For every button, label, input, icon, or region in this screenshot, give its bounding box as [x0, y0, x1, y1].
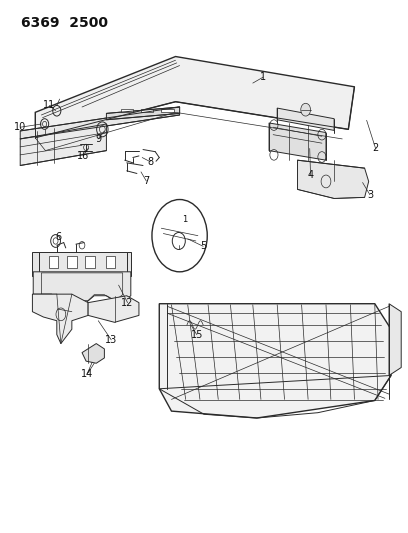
Polygon shape [277, 108, 334, 131]
Text: 4: 4 [308, 170, 314, 180]
Text: 10: 10 [14, 122, 27, 132]
Polygon shape [85, 256, 95, 268]
Text: 6369  2500: 6369 2500 [21, 15, 108, 29]
Polygon shape [159, 304, 391, 418]
Polygon shape [269, 123, 326, 160]
Polygon shape [49, 256, 58, 268]
Text: 11: 11 [43, 100, 55, 110]
Polygon shape [389, 304, 401, 375]
Polygon shape [106, 256, 115, 268]
Text: 7: 7 [143, 176, 149, 186]
Text: 14: 14 [81, 369, 93, 379]
Text: 1: 1 [182, 215, 188, 224]
Text: 6: 6 [55, 232, 62, 242]
Text: 16: 16 [77, 151, 89, 161]
Text: 5: 5 [200, 241, 206, 251]
Polygon shape [35, 56, 355, 138]
Polygon shape [161, 109, 173, 112]
Polygon shape [20, 107, 180, 139]
Polygon shape [88, 296, 139, 322]
Text: 15: 15 [191, 329, 203, 340]
Polygon shape [32, 252, 131, 276]
Polygon shape [33, 272, 131, 304]
Polygon shape [121, 109, 133, 112]
Text: 1: 1 [260, 72, 266, 82]
Polygon shape [20, 124, 106, 165]
Text: 13: 13 [105, 335, 118, 345]
Text: 3: 3 [367, 190, 373, 200]
Polygon shape [141, 109, 153, 112]
Text: 9: 9 [95, 134, 101, 144]
Text: 2: 2 [373, 143, 379, 154]
Text: 8: 8 [147, 157, 153, 167]
Polygon shape [82, 344, 104, 364]
Text: 12: 12 [121, 297, 134, 308]
Polygon shape [297, 160, 369, 198]
Polygon shape [106, 107, 180, 120]
Polygon shape [39, 252, 127, 272]
Circle shape [301, 103, 310, 116]
Polygon shape [32, 294, 88, 344]
Polygon shape [67, 256, 77, 268]
